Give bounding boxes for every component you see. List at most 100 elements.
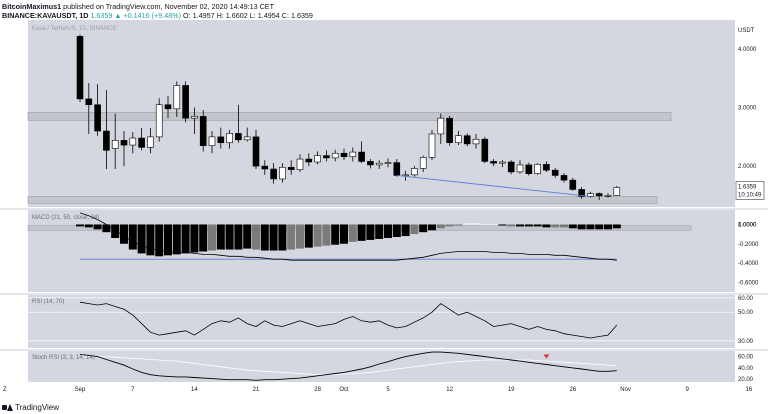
tradingview-logo-icon [2,404,13,411]
last-price: 1.6359 [90,11,113,20]
macd-histogram-bar [410,224,419,235]
candle-body [560,175,568,181]
macd-histogram-bar [208,224,216,251]
candle-body [199,116,207,146]
macd-histogram-bar [551,224,560,228]
candle-body [569,179,577,190]
candle-body [375,162,383,166]
macd-histogram-bar [384,224,392,238]
chart-area[interactable]: USDT 4.0000 3.0000 2.0000 1.0000 1.6359 10:10:… [0,20,768,400]
macd-histogram-bar [260,224,269,251]
candle-body [103,130,110,151]
macd-histogram-bar [199,224,208,252]
macd-histogram-bar [269,224,278,251]
candle-body [463,135,471,145]
candle-body [543,164,550,171]
candle-body [455,135,462,144]
candle-body [481,138,489,162]
macd-histogram-bar [533,224,542,227]
rsi-line [79,301,618,339]
candle-body [217,136,225,144]
macd-histogram-bar [463,223,472,225]
candle-body [270,168,277,180]
macd-histogram-bar [76,224,84,227]
time-tick-label: 14 [191,387,198,393]
candle-body [138,137,145,148]
candle-body [472,138,480,145]
stoch-tick-label: 60.00 [738,355,754,361]
candle-body [349,151,357,158]
candle-body [155,104,163,138]
macd-histogram-bar [155,224,164,257]
author-name[interactable]: BitcoinMaximus1 [2,2,62,11]
macd-histogram-bar [542,224,551,228]
time-tick-label: 7 [131,387,135,393]
candle-body [428,133,436,158]
rsi-tick-label: 50.00 [738,310,754,316]
macd-histogram-bar [216,224,225,250]
time-tick-label: 12 [446,387,453,393]
price-tick-label: 3.0000 [738,106,757,112]
macd-histogram-bar [296,224,304,249]
macd-histogram-bar [181,224,190,254]
time-tick-label: Z [3,387,7,393]
macd-histogram-bar [577,224,586,230]
macd-histogram-bar [366,224,375,240]
macd-tick-label: -0.6000 [738,280,759,286]
horizontal-zone [27,196,658,204]
ohlc-line: BINANCE:KAVAUSDT, 1D 1.6359 ▲ +0.1416 (+… [2,11,313,20]
footer-brand[interactable]: TradingView [15,403,60,412]
stoch-tick-label: 40.00 [738,366,754,372]
ohlc-low: L: 1.4954 [249,11,280,20]
candle-body [393,162,401,176]
macd-histogram-bar [419,224,428,233]
candle-body [208,136,216,146]
candle-body [323,155,330,159]
macd-histogram-bar [102,224,111,233]
rsi-tick-label: 60.00 [738,296,754,302]
stoch-k-line [79,351,617,381]
candle-body [76,36,84,100]
candle-body [507,161,515,173]
candle-body [331,152,339,159]
macd-histogram-bar [480,224,489,226]
candle-body [287,166,295,170]
macd-histogram-bar [234,224,243,250]
candle-body [551,169,559,176]
ohlc-close: C: 1.6359 [281,11,313,20]
macd-histogram-bar [331,224,340,245]
candle-body [578,189,585,197]
macd-histogram-bar [93,224,102,230]
macd-histogram-bar [164,224,172,256]
candle-body [296,158,304,170]
candle-body [402,174,409,177]
bar-countdown-label: 10:10:49 [738,192,762,198]
publish-info: published on TradingView.com, November 0… [63,2,274,11]
candle-body [499,161,506,164]
macd-histogram-bar [243,224,252,249]
publish-line: BitcoinMaximus1 published on TradingView… [2,2,313,11]
pane-stoch-bg [28,351,735,382]
candle-body [446,117,453,144]
macd-line [79,212,617,261]
rsi-legend: RSI (14, 70) [32,299,64,305]
candle-body [419,157,427,169]
macd-histogram-bar [304,224,313,248]
macd-histogram-bar [287,224,296,250]
macd-histogram-bar [120,224,128,244]
price-axis-unit: USDT [738,28,755,34]
candle-body [235,133,242,141]
candle-body [305,158,313,163]
macd-histogram-bar [392,224,401,238]
candle-body [261,165,269,170]
ohlc-high: H: 1.6602 [216,11,248,20]
macd-histogram-bar [322,224,331,246]
macd-histogram-bar [111,224,120,238]
candle-body [367,161,374,166]
macd-histogram-bar [340,224,348,244]
time-tick-label: 28 [314,387,321,393]
candle-body [613,187,621,196]
time-tick-label: 26 [569,387,576,393]
macd-histogram-bar [313,224,322,247]
candle-body [191,116,198,119]
